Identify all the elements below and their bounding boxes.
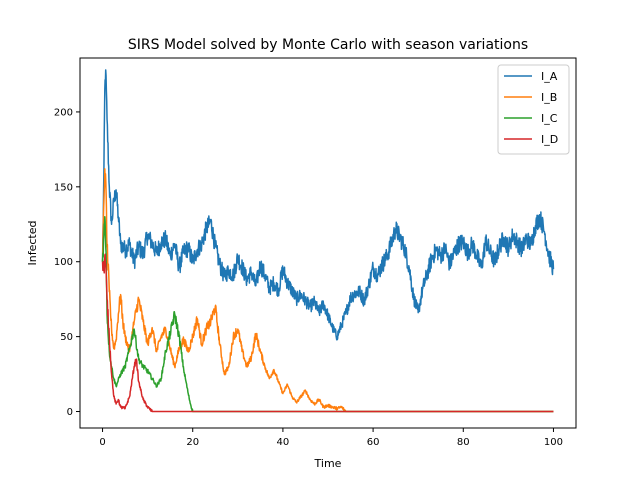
y-tick-label: 0 [67,407,73,418]
y-tick-label: 50 [60,332,73,343]
legend-items: I_A I_B I_C I_D [504,70,558,146]
legend-frame [497,64,570,155]
x-tick-label: 80 [457,437,470,448]
plot-area [79,57,577,429]
chart-title: SIRS Model solved by Monte Carlo with se… [128,37,528,53]
legend-label: I_D [541,133,558,146]
x-tick-label: 100 [544,437,563,448]
x-tick-label: 0 [99,437,105,448]
legend-label: I_A [541,70,558,83]
series-line-i-a [101,69,555,341]
y-axis-label: Infected [26,221,39,266]
series-layer [101,69,555,413]
x-tick-label: 20 [186,437,199,448]
x-tick-label: 60 [367,437,380,448]
y-tick-label: 150 [54,182,73,193]
y-axis: 0 50 100 150 200 [54,107,80,418]
y-tick-label: 100 [54,257,73,268]
x-axis: 0 20 40 60 80 100 [99,428,563,448]
series-line-i-d [101,253,554,413]
legend-label: I_B [541,91,557,104]
legend: I_A I_B I_C I_D [497,64,570,155]
y-tick-label: 200 [54,107,73,118]
x-tick-label: 40 [277,437,290,448]
x-axis-label: Time [314,457,342,470]
legend-label: I_C [541,112,558,125]
